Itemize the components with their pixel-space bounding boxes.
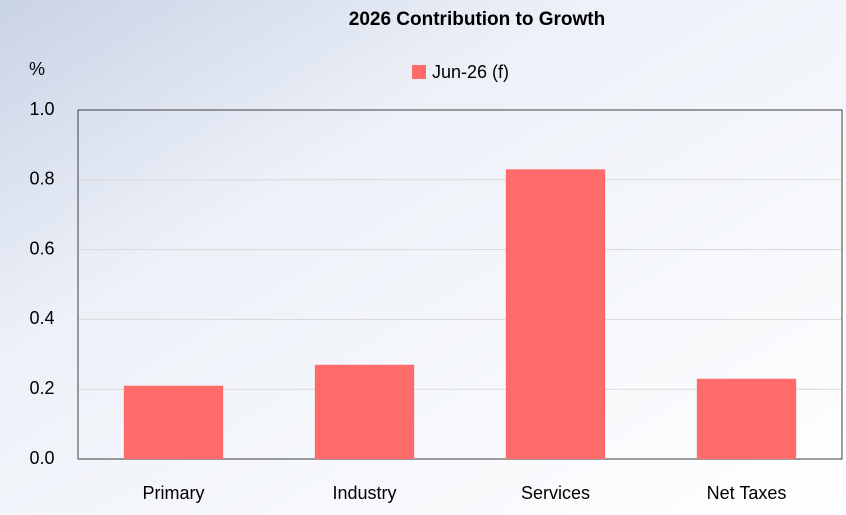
- x-tick-label: Primary: [143, 483, 205, 503]
- chart-title: 2026 Contribution to Growth: [349, 9, 606, 30]
- x-tick-label: Services: [521, 483, 590, 503]
- bar: [315, 365, 414, 459]
- bar: [697, 379, 796, 459]
- legend-label: Jun-26 (f): [432, 62, 509, 82]
- y-tick-label: 0.6: [29, 238, 54, 258]
- y-tick-label: 0.8: [29, 169, 54, 189]
- x-tick-label: Industry: [332, 483, 396, 503]
- y-tick-label: 0.0: [29, 448, 54, 468]
- y-tick-label: 1.0: [29, 99, 54, 119]
- y-tick-label: 0.2: [29, 378, 54, 398]
- y-tick-label: 0.4: [29, 308, 54, 328]
- bar: [506, 169, 605, 459]
- y-axis-label: %: [29, 59, 45, 79]
- chart: 2026 Contribution to Growth % Jun-26 (f)…: [0, 0, 846, 515]
- x-tick-label: Net Taxes: [707, 483, 787, 503]
- legend-swatch: [412, 65, 426, 79]
- bar: [124, 386, 223, 459]
